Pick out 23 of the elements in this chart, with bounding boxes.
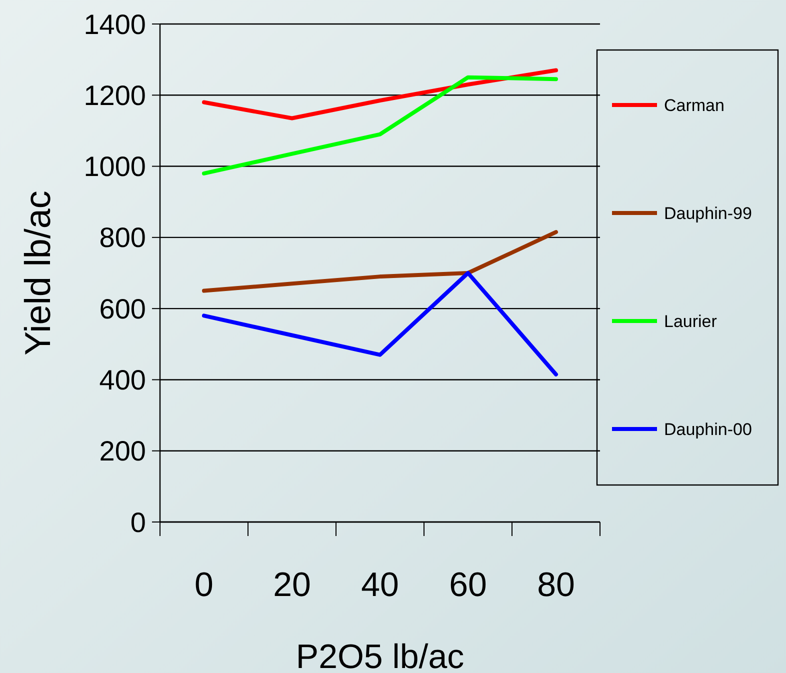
x-tick-label: 20 [273,566,311,604]
line-series [202,230,558,293]
x-tick-label: 80 [537,566,575,604]
y-tick-label: 0 [130,506,146,538]
y-tick-label: 400 [99,364,146,396]
x-tick-label: 60 [449,566,487,604]
legend-label: Carman [664,96,724,115]
y-tick-label: 1400 [84,8,146,40]
line-series [202,271,558,376]
x-axis-title: P2O5 lb/ac [296,638,464,673]
x-tick-label: 0 [194,566,214,604]
legend-label: Dauphin-99 [664,204,752,223]
y-tick-label: 1200 [84,80,146,111]
line-series [202,68,558,120]
legend-label: Laurier [664,312,718,331]
y-tick-label: 800 [99,222,146,254]
line-series [202,75,558,176]
y-tick-label: 600 [99,293,146,324]
y-tick-label: 200 [99,436,146,467]
x-tick-label: 40 [361,566,399,604]
legend-label: Dauphin-00 [664,420,752,439]
y-tick-label: 1000 [84,151,146,182]
y-axis-title: Yield lb/ac [17,190,58,356]
